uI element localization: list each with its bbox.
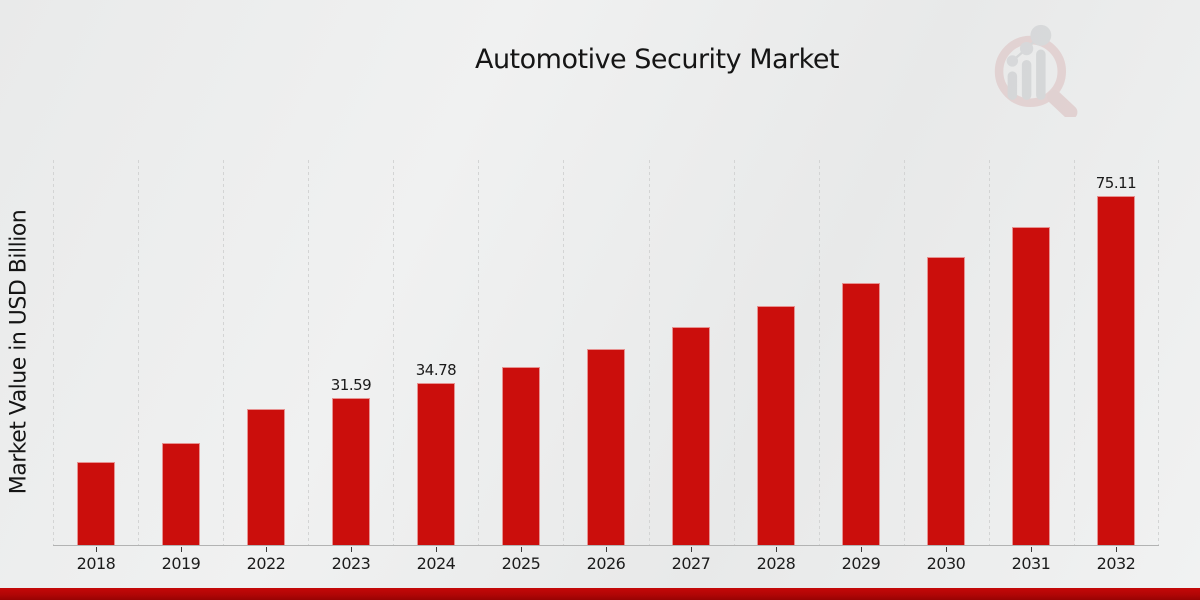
- plot-area: 31.59 34.78 75.11: [53, 160, 1159, 546]
- x-tick-label-2029: 2029: [841, 554, 881, 573]
- vertical-gridline: [478, 160, 479, 545]
- bar-2032: [1097, 196, 1135, 545]
- market-research-future-logo-icon: [994, 24, 1078, 117]
- vertical-gridline: [308, 160, 309, 545]
- bar-2022: [247, 409, 285, 545]
- vertical-gridline: [1158, 160, 1159, 545]
- bar-value-label-2023: 31.59: [330, 376, 372, 394]
- x-tick-mark: [266, 547, 267, 552]
- x-tick-label-2032: 2032: [1096, 554, 1136, 573]
- x-tick-label-2030: 2030: [926, 554, 966, 573]
- x-tick-mark: [1031, 547, 1032, 552]
- vertical-gridline: [904, 160, 905, 545]
- x-tick-mark: [351, 547, 352, 552]
- x-tick-mark: [691, 547, 692, 552]
- bar-value-label-2032: 75.11: [1095, 174, 1137, 192]
- x-tick-label-2022: 2022: [246, 554, 286, 573]
- vertical-gridline: [563, 160, 564, 545]
- vertical-gridline: [53, 160, 54, 545]
- y-axis-label: Market Value in USD Billion: [6, 209, 32, 495]
- vertical-gridline: [989, 160, 990, 545]
- x-tick-mark: [1116, 547, 1117, 552]
- x-tick-mark: [96, 547, 97, 552]
- x-tick-label-2028: 2028: [756, 554, 796, 573]
- bar-2030: [927, 257, 965, 545]
- bottom-accent-strip: [0, 588, 1200, 600]
- vertical-gridline: [819, 160, 820, 545]
- bar-2029: [842, 283, 880, 545]
- vertical-gridline: [734, 160, 735, 545]
- x-tick-label-2018: 2018: [76, 554, 116, 573]
- x-tick-label-2024: 2024: [416, 554, 456, 573]
- vertical-gridline: [223, 160, 224, 545]
- x-tick-mark: [436, 547, 437, 552]
- chart-title: Automotive Security Market: [474, 44, 840, 75]
- bar-2027: [672, 327, 710, 545]
- x-tick-mark: [181, 547, 182, 552]
- bar-2024: [417, 383, 455, 545]
- x-tick-label-2026: 2026: [586, 554, 626, 573]
- x-tick-label-2023: 2023: [331, 554, 371, 573]
- bar-2023: [332, 398, 370, 545]
- bar-value-label-2024: 34.78: [415, 361, 457, 379]
- bar-2025: [502, 367, 540, 545]
- x-tick-label-2019: 2019: [161, 554, 201, 573]
- bar-2028: [757, 306, 795, 545]
- bar-2018: [77, 462, 115, 545]
- x-tick-mark: [861, 547, 862, 552]
- vertical-gridline: [393, 160, 394, 545]
- bar-2031: [1012, 227, 1050, 545]
- x-tick-mark: [946, 547, 947, 552]
- x-tick-mark: [606, 547, 607, 552]
- x-tick-label-2031: 2031: [1011, 554, 1051, 573]
- bar-2019: [162, 443, 200, 545]
- x-tick-label-2025: 2025: [501, 554, 541, 573]
- vertical-gridline: [138, 160, 139, 545]
- bar-2026: [587, 349, 625, 545]
- x-tick-label-2027: 2027: [671, 554, 711, 573]
- x-tick-mark: [776, 547, 777, 552]
- vertical-gridline: [649, 160, 650, 545]
- x-tick-mark: [521, 547, 522, 552]
- vertical-gridline: [1074, 160, 1075, 545]
